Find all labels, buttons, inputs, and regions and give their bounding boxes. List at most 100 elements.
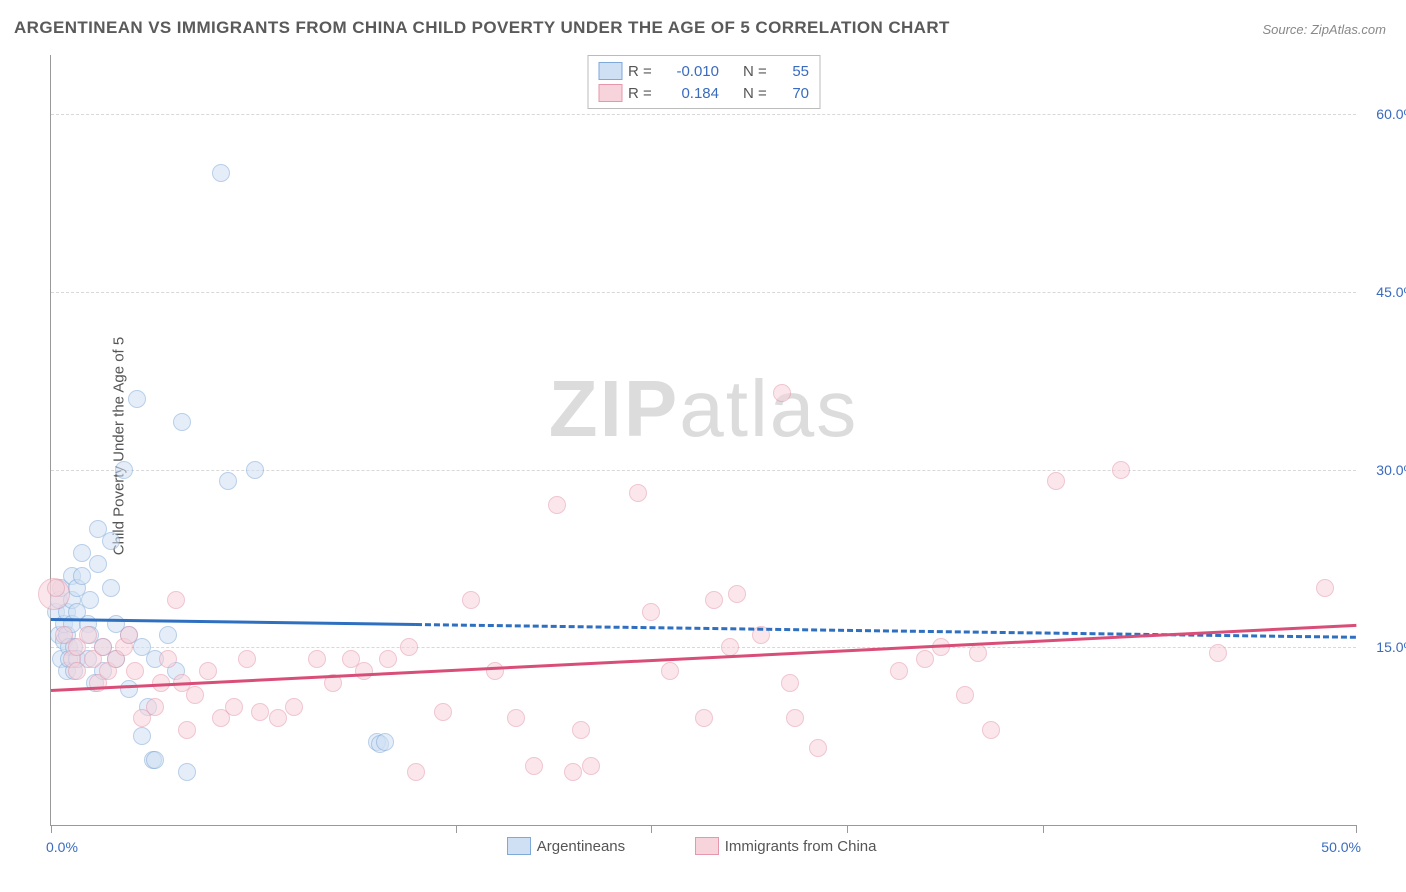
data-point (199, 662, 217, 680)
series-name: Immigrants from China (725, 838, 877, 855)
data-point (721, 638, 739, 656)
legend-r-label: R = (628, 85, 658, 102)
data-point (120, 680, 138, 698)
data-point (407, 763, 425, 781)
data-point (355, 662, 373, 680)
data-point (572, 721, 590, 739)
x-tick (847, 825, 848, 833)
data-point (159, 626, 177, 644)
data-point (178, 721, 196, 739)
data-point (238, 650, 256, 668)
data-point (73, 567, 91, 585)
correlation-legend: R = -0.010 N = 55 R = 0.184 N = 70 (587, 55, 820, 109)
source-prefix: Source: (1262, 22, 1310, 37)
legend-swatch (507, 837, 531, 855)
y-tick-label: 45.0% (1361, 284, 1406, 300)
data-point (73, 544, 91, 562)
data-point (219, 472, 237, 490)
watermark: ZIPatlas (549, 363, 858, 455)
data-point (225, 698, 243, 716)
x-tick-label: 50.0% (1321, 839, 1361, 855)
x-tick (651, 825, 652, 833)
data-point (126, 662, 144, 680)
legend-n-label: N = (743, 63, 773, 80)
data-point (68, 662, 86, 680)
data-point (629, 484, 647, 502)
gridline (51, 114, 1356, 115)
gridline (51, 292, 1356, 293)
data-point (120, 626, 138, 644)
legend-n-value: 55 (779, 63, 809, 80)
data-point (661, 662, 679, 680)
legend-r-value: -0.010 (664, 63, 719, 80)
data-point (525, 757, 543, 775)
data-point (705, 591, 723, 609)
data-point (642, 603, 660, 621)
data-point (173, 413, 191, 431)
data-point (507, 709, 525, 727)
data-point (400, 638, 418, 656)
source-attribution: Source: ZipAtlas.com (1262, 22, 1386, 37)
data-point (564, 763, 582, 781)
data-point (1316, 579, 1334, 597)
data-point (128, 390, 146, 408)
data-point (81, 591, 99, 609)
data-point (969, 644, 987, 662)
legend-n-label: N = (743, 85, 773, 102)
legend-swatch (598, 62, 622, 80)
chart-title: ARGENTINEAN VS IMMIGRANTS FROM CHINA CHI… (14, 18, 950, 38)
data-point (102, 579, 120, 597)
data-point (809, 739, 827, 757)
data-point (167, 591, 185, 609)
data-point (695, 709, 713, 727)
data-point (916, 650, 934, 668)
legend-row: R = 0.184 N = 70 (598, 82, 809, 104)
y-tick-label: 30.0% (1361, 462, 1406, 478)
data-point (982, 721, 1000, 739)
legend-r-label: R = (628, 63, 658, 80)
data-point (159, 650, 177, 668)
y-tick-label: 60.0% (1361, 106, 1406, 122)
data-point (146, 751, 164, 769)
x-tick-label: 0.0% (46, 839, 78, 855)
data-point (582, 757, 600, 775)
series-legend-item: Argentineans (507, 837, 625, 855)
x-tick (1043, 825, 1044, 833)
legend-row: R = -0.010 N = 55 (598, 60, 809, 82)
data-point (956, 686, 974, 704)
data-point (212, 164, 230, 182)
data-point (1047, 472, 1065, 490)
trend-line (51, 618, 416, 626)
legend-r-value: 0.184 (664, 85, 719, 102)
data-point (133, 727, 151, 745)
data-point (269, 709, 287, 727)
data-point (462, 591, 480, 609)
x-tick (51, 825, 52, 833)
y-tick-label: 15.0% (1361, 639, 1406, 655)
data-point (890, 662, 908, 680)
data-point (251, 703, 269, 721)
data-point (308, 650, 326, 668)
data-point (115, 461, 133, 479)
data-point (548, 496, 566, 514)
x-tick (456, 825, 457, 833)
data-point (434, 703, 452, 721)
data-point (773, 384, 791, 402)
series-legend-item: Immigrants from China (695, 837, 877, 855)
data-point (285, 698, 303, 716)
data-point (246, 461, 264, 479)
data-point (79, 626, 97, 644)
data-point (146, 698, 164, 716)
data-point (1112, 461, 1130, 479)
legend-swatch (695, 837, 719, 855)
data-point (781, 674, 799, 692)
data-point (379, 650, 397, 668)
scatter-plot-area: ZIPatlas R =-0.010N =55R =0.184N =70 15.… (50, 55, 1356, 826)
data-point (376, 733, 394, 751)
gridline (51, 647, 1356, 648)
series-name: Argentineans (537, 838, 625, 855)
data-point (786, 709, 804, 727)
legend-n-value: 70 (779, 85, 809, 102)
data-point (1209, 644, 1227, 662)
data-point (47, 579, 65, 597)
